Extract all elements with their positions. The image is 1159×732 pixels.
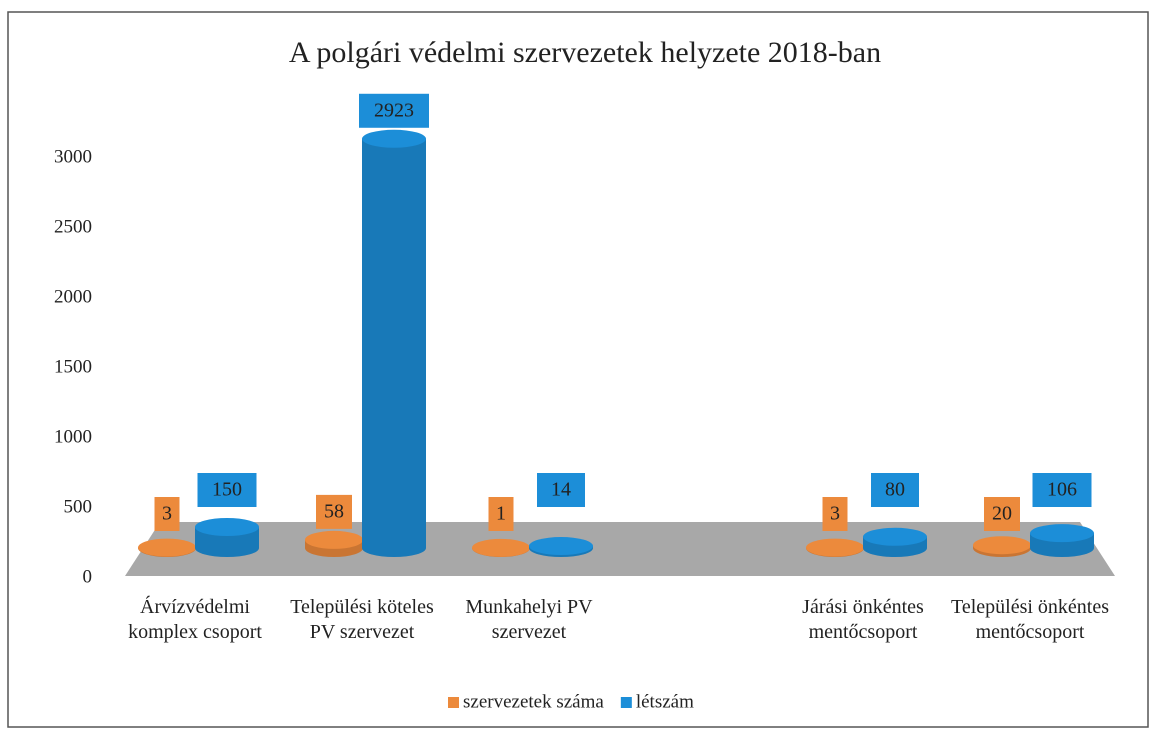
cylinder [806,538,864,557]
cylinder [195,518,259,557]
data-label: 3 [162,503,172,525]
cylinder [138,538,196,557]
y-tick-label: 1500 [54,356,92,377]
label-box [822,497,848,531]
data-label: 2923 [374,99,414,121]
x-tick-label: Járási önkéntes mentőcsoport [802,596,924,643]
label-box [984,497,1020,531]
chart-title: A polgári védelmi szervezetek helyzete 2… [289,36,881,69]
y-tick-label: 0 [83,566,93,587]
cylinder [305,530,363,557]
floor [125,522,1115,576]
label-box [488,497,514,531]
data-label: 106 [1047,479,1077,501]
data-label: 14 [551,479,571,501]
cylinder-top [305,530,363,549]
cylinder-top [195,518,259,536]
cylinder-top [472,538,530,557]
x-tick-label: Települési köteles PV szervezet [290,596,434,643]
label-box [537,473,585,507]
cylinder [472,538,530,557]
y-tick-label: 1000 [54,426,92,447]
label-box [316,494,352,529]
cylinder-top [973,536,1031,555]
cylinder [1030,524,1094,557]
frame [7,11,1149,728]
x-tick-label: Települési önkéntes mentőcsoport [951,596,1109,643]
x-tick-label: Munkahelyi PV szervezet [465,596,593,643]
cylinder-top [362,129,426,148]
label-box [871,473,919,507]
data-label: 3 [830,503,840,525]
y-tick-label: 2500 [54,216,92,237]
data-label: 20 [992,503,1012,525]
cylinder [863,527,927,557]
cylinder-top [863,527,927,546]
label-box [359,93,429,128]
label-box [1032,473,1092,507]
cylinder-top [806,538,864,557]
cylinder [973,536,1031,557]
legend-label: létszám [636,691,694,712]
cylinder [529,537,593,557]
y-tick-label: 3000 [54,146,92,167]
cylinder-top [1030,524,1094,543]
label-box [154,497,180,531]
data-label: 80 [885,479,905,501]
cylinder-top [138,538,196,557]
legend-label: szervezetek száma [463,691,604,712]
legend-swatch [448,697,459,708]
x-tick-label: Árvízvédelmi komplex csoport [128,596,262,643]
cylinder-body [362,138,426,557]
y-tick-label: 500 [64,496,93,517]
data-label: 58 [324,500,344,522]
data-label: 150 [212,479,242,501]
label-box [197,473,257,507]
legend-swatch [620,697,632,708]
y-tick-label: 2000 [54,286,92,307]
cylinder [362,129,426,557]
data-label: 1 [496,503,506,525]
cylinder-top [529,537,593,556]
